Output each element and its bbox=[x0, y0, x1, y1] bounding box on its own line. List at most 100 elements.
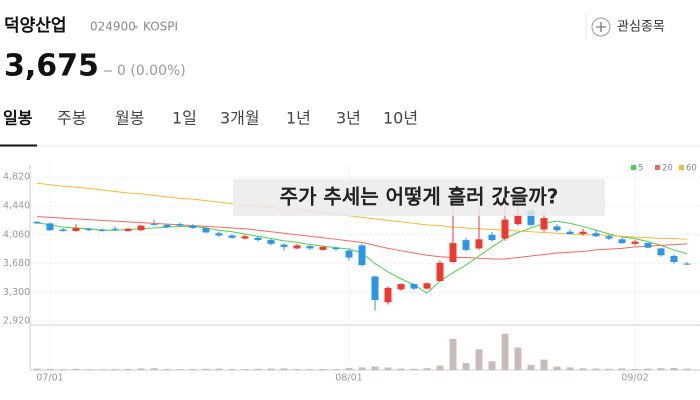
candle-body bbox=[228, 235, 236, 238]
y-tick-label: 4,060 bbox=[3, 229, 30, 240]
tab-bar: 일봉 주봉 월봉 1일 3개월 1년 3년 10년 bbox=[3, 109, 418, 128]
tab[interactable]: 1일 bbox=[172, 109, 197, 128]
volume-bar bbox=[59, 369, 67, 370]
legend-swatch bbox=[679, 165, 684, 170]
volume-bar bbox=[462, 363, 470, 370]
candle-body bbox=[371, 276, 379, 300]
volume-bar bbox=[293, 368, 301, 370]
candle-body bbox=[566, 231, 574, 235]
tab[interactable]: 10년 bbox=[383, 109, 418, 128]
candle-body bbox=[111, 228, 119, 230]
candle-body bbox=[319, 246, 327, 250]
volume-bar bbox=[176, 369, 184, 370]
x-tick-label: 09/02 bbox=[621, 373, 648, 384]
watch-label[interactable]: 관심종목 bbox=[617, 20, 665, 35]
volume-bar bbox=[592, 368, 600, 370]
candle-body bbox=[124, 228, 132, 231]
volume-bar bbox=[657, 368, 665, 370]
y-tick-label: 3,300 bbox=[3, 287, 30, 298]
candle-body bbox=[384, 287, 392, 303]
volume-bar bbox=[618, 368, 626, 370]
volume-bar bbox=[384, 367, 392, 370]
tab[interactable]: 일봉 bbox=[3, 109, 33, 128]
candle-body bbox=[514, 215, 522, 225]
tab[interactable]: 주봉 bbox=[57, 109, 86, 128]
volume-bar bbox=[241, 369, 249, 370]
volume-bar bbox=[254, 368, 262, 370]
annotation: 주가 추세는 어떻게 흘러 갔을까? bbox=[280, 185, 559, 209]
market: KOSPI bbox=[143, 20, 178, 34]
candle-body bbox=[683, 263, 691, 265]
tab[interactable]: 3개월 bbox=[220, 109, 260, 128]
y-tick-label: 3,680 bbox=[3, 258, 30, 269]
volume-bar bbox=[605, 368, 613, 370]
legend-label: 60 bbox=[686, 164, 697, 174]
volume-bar bbox=[371, 366, 379, 370]
candle-body bbox=[176, 224, 184, 226]
volume-bar bbox=[423, 368, 431, 370]
candle-body bbox=[189, 225, 197, 228]
volume-bar bbox=[267, 368, 275, 370]
candle-body bbox=[475, 239, 483, 249]
x-tick-label: 07/01 bbox=[36, 373, 63, 384]
tab[interactable]: 월봉 bbox=[115, 109, 144, 128]
ma-line bbox=[36, 216, 688, 260]
candle-body bbox=[553, 226, 561, 231]
candle-body bbox=[358, 245, 366, 266]
legend-swatch bbox=[631, 165, 636, 170]
candle-body bbox=[605, 236, 613, 239]
candle-body bbox=[397, 284, 405, 290]
volume-bar bbox=[579, 368, 587, 370]
volume-bar bbox=[319, 368, 327, 370]
candle-body bbox=[618, 239, 626, 244]
candle-body bbox=[267, 240, 275, 244]
volume-bar bbox=[397, 368, 405, 370]
tab[interactable]: 1년 bbox=[286, 109, 311, 128]
candle-body bbox=[306, 246, 314, 249]
volume-bar bbox=[163, 368, 171, 370]
volume-bar bbox=[85, 369, 93, 370]
watch-button[interactable]: 관심종목 bbox=[591, 17, 665, 37]
separator-dot bbox=[134, 25, 138, 29]
volume-bar bbox=[410, 368, 418, 370]
candle-body bbox=[332, 247, 340, 250]
volume-bar bbox=[228, 368, 236, 370]
volume-bar bbox=[566, 367, 574, 370]
candle-body bbox=[644, 243, 652, 248]
candle-body bbox=[85, 228, 93, 231]
ma-line bbox=[36, 182, 688, 240]
volume-bar bbox=[358, 367, 366, 370]
candle-body bbox=[657, 248, 665, 256]
candle-body bbox=[501, 219, 509, 239]
volume-bar bbox=[72, 368, 80, 370]
volume-bar bbox=[306, 369, 314, 370]
volume-bar bbox=[46, 368, 54, 370]
volume-bar bbox=[332, 369, 340, 370]
volume-bar bbox=[436, 365, 444, 370]
candle-body bbox=[241, 236, 249, 239]
y-tick-label: 4,820 bbox=[3, 172, 30, 183]
x-tick-label: 08/01 bbox=[335, 373, 362, 384]
volume-bar bbox=[540, 359, 548, 370]
stock-code: 024900 bbox=[90, 20, 136, 34]
y-tick-label: 4,440 bbox=[3, 200, 30, 211]
candle-body bbox=[46, 223, 54, 231]
candle-body bbox=[98, 229, 106, 231]
volume-bar bbox=[345, 367, 353, 370]
candle-body bbox=[631, 241, 639, 244]
volume-bar bbox=[98, 369, 106, 370]
volume-bar bbox=[189, 368, 197, 370]
candle-body bbox=[215, 233, 223, 236]
candle-body bbox=[59, 229, 67, 231]
candle-body bbox=[540, 218, 548, 230]
volume-bar bbox=[527, 364, 535, 370]
volume-bar bbox=[449, 338, 457, 370]
legend-label: 5 bbox=[638, 164, 643, 174]
legend-label: 20 bbox=[662, 164, 673, 174]
stock-name: 덕양산업 bbox=[4, 16, 67, 36]
volume-bar bbox=[475, 349, 483, 370]
tab[interactable]: 3년 bbox=[336, 109, 361, 128]
candle-body bbox=[293, 245, 301, 249]
